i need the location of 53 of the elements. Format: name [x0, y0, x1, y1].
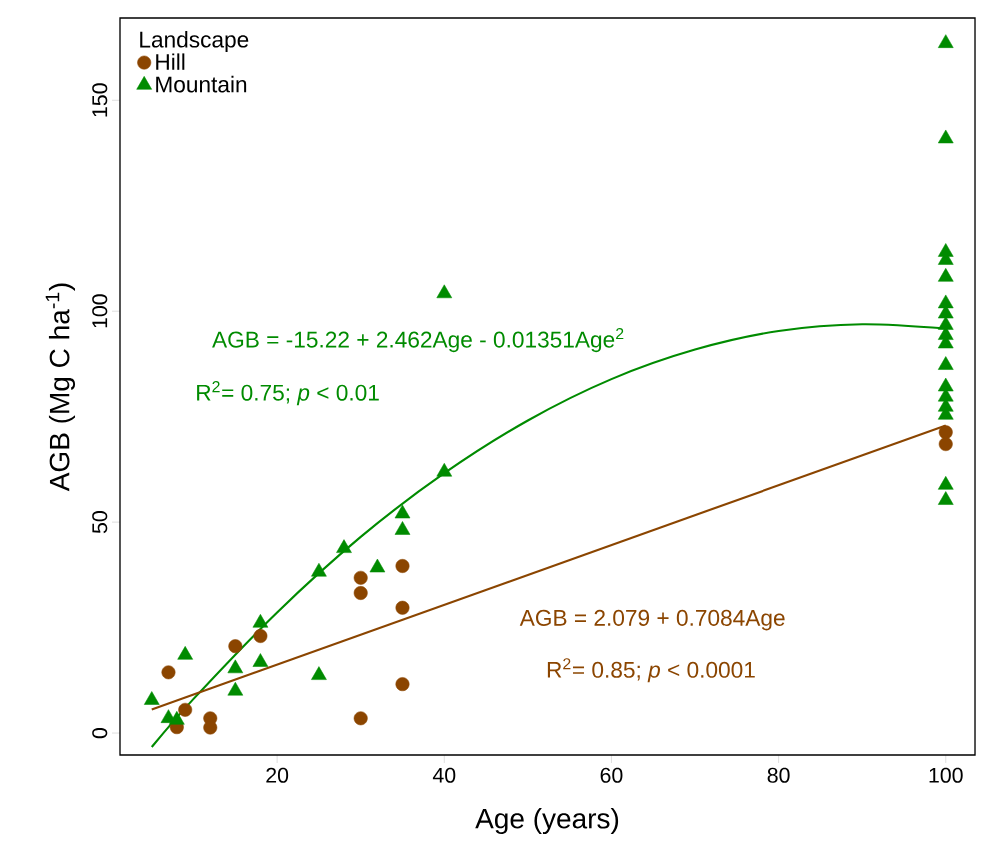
point [228, 639, 243, 654]
point [253, 629, 268, 643]
point [353, 711, 368, 726]
x-tick-label: 40 [432, 767, 456, 783]
point [336, 539, 352, 553]
point [395, 600, 410, 615]
point [937, 377, 954, 392]
legend-label: Mountain [156, 75, 247, 93]
annotation: R$^{2}$= 0.85; p < 0.0001 [547, 658, 755, 683]
point [143, 691, 160, 705]
point [311, 666, 327, 680]
annotation: AGB = -15.22 + 2.462Age - 0.01351Age$^{2}$ [212, 327, 624, 353]
point [161, 665, 176, 680]
point [227, 659, 244, 674]
point [169, 711, 185, 725]
y-axis-title: AGB (Mg C ha$^{-1}$) [45, 283, 76, 492]
y-tick-label: 150 [92, 83, 108, 117]
point [177, 646, 193, 660]
point [394, 504, 411, 519]
x-tick-label: 80 [767, 767, 790, 783]
point [395, 677, 410, 692]
point [436, 462, 453, 477]
point [353, 570, 368, 585]
y-tick-label: 0 [92, 727, 108, 739]
point [937, 476, 954, 490]
legend-title: Landscape [140, 30, 249, 53]
annotation: R$^{2}$= 0.75; p < 0.01 [197, 381, 379, 406]
point [937, 34, 954, 48]
point [937, 491, 954, 505]
point [937, 268, 954, 282]
point [436, 284, 453, 299]
y-tick-label: 50 [92, 511, 108, 534]
x-tick-label: 60 [600, 767, 623, 783]
x-tick-label: 20 [266, 767, 289, 783]
x-axis-title: Age (years) [475, 807, 619, 835]
point [937, 316, 954, 330]
annotation: AGB = 2.079 + 0.7084Age [519, 609, 785, 631]
point [369, 558, 386, 573]
point [178, 702, 193, 717]
point [353, 586, 368, 600]
legend-label: Hill [156, 53, 185, 70]
point [394, 521, 411, 535]
x-tick-label: 100 [929, 767, 963, 783]
point [937, 356, 954, 370]
point [395, 559, 410, 573]
point [311, 562, 327, 577]
point [227, 681, 244, 696]
point [252, 653, 269, 667]
point [937, 129, 954, 144]
point [937, 294, 954, 309]
point [203, 720, 218, 735]
point [252, 614, 269, 628]
y-tick-label: 100 [92, 294, 108, 328]
